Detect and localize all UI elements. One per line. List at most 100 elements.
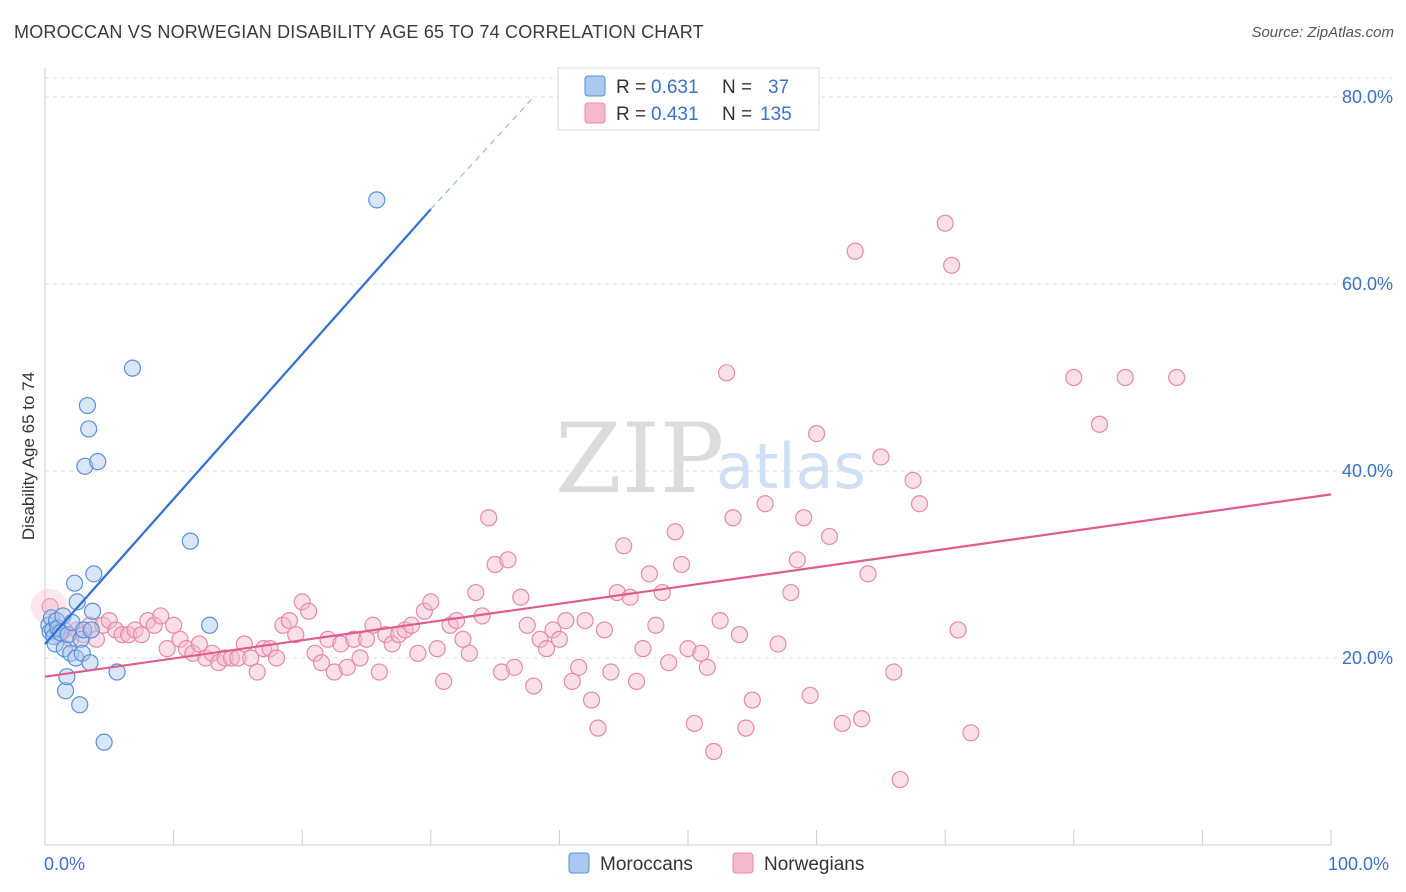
series-norwegians-point-86 [595,621,614,639]
series-norwegians-point-117 [820,527,839,546]
series-norwegians-point-94 [647,616,665,634]
series-norwegians-point-100 [685,714,704,733]
series-moroccans-point-12 [58,668,76,686]
y-tick-label-60: 60.0% [1342,274,1393,294]
trend-lines [44,96,1332,678]
legend-r-value-2: 0.431 [651,104,699,125]
bottom-legend-swatch-norwegians [732,852,754,874]
series-norwegians-point-128 [943,256,961,274]
series-norwegians-point-98 [672,555,691,574]
series-moroccans-point-18 [68,593,86,611]
series-norwegians-point-95 [653,583,671,602]
series-norwegians-point-101 [692,644,710,662]
series-moroccans [40,191,386,751]
series-norwegians-point-119 [846,242,864,260]
series-norwegians-point-63 [447,611,466,630]
series-norwegians-point-103 [705,742,723,761]
series-norwegians-point-124 [891,770,909,789]
legend-r-label-1: R = [616,77,646,98]
series-norwegians-point-85 [589,719,607,737]
series-norwegians-point-123 [885,663,903,681]
legend-r-label-2: R = [616,104,646,125]
legend-r-value-1: 0.631 [651,77,699,98]
series-norwegians-point-35 [267,649,286,667]
series-norwegians-point-131 [1065,368,1083,387]
series-norwegians-point-113 [788,551,806,569]
series-norwegians-point-133 [1116,368,1134,387]
series-norwegians-point-115 [801,686,819,705]
series-norwegians-point-39 [293,593,311,611]
series-norwegians-point-109 [743,691,761,709]
series-norwegians-point-58 [415,602,433,620]
series-norwegians-point-14 [132,626,151,644]
series-moroccans-point-27 [82,621,100,639]
series-norwegians-point-47 [345,630,363,648]
series-norwegians-point-61 [435,672,453,690]
legend-n-label-2: N = [722,104,752,125]
series-moroccans-point-11 [56,682,75,700]
series-norwegians-point-96 [660,654,678,672]
series-norwegians-point-106 [724,509,742,527]
series-norwegians-point-18 [158,640,176,658]
series-moroccans-point-16 [65,574,84,592]
series-norwegians-point-132 [1090,415,1109,433]
chart-title: MOROCCAN VS NORWEGIAN DISABILITY AGE 65 … [14,22,704,42]
series-moroccans-point-24 [78,396,97,415]
series-norwegians-point-104 [711,611,729,630]
series-norwegians-point-78 [544,621,562,639]
series-norwegians-point-44 [325,663,343,681]
grid-lines [45,77,1392,659]
y-tick-label-20: 20.0% [1342,648,1393,668]
series-norwegians-point-11 [113,626,131,644]
series-norwegians-point-122 [872,448,890,466]
series-norwegians-cluster [30,588,67,625]
watermark-zip: ZIP [555,403,724,515]
series-norwegians-point-46 [338,658,356,676]
series-norwegians-point-129 [949,621,967,639]
series-norwegians-point-37 [280,611,298,630]
series-norwegians-point-60 [428,640,446,658]
series-norwegians-point-97 [666,523,684,541]
series-moroccans-point-30 [89,453,107,471]
series-norwegians-point-108 [737,719,755,737]
legend-swatch-norwegians [584,102,606,124]
series-norwegians-point-127 [936,214,954,232]
series-norwegians-point-9 [100,611,118,630]
bottom-legend-label-moroccans: Moroccans [600,854,693,875]
series-norwegians-point-82 [570,658,588,676]
x-tick-label-min: 0.0% [44,854,85,874]
y-axis-label: Disability Age 65 to 74 [19,372,38,540]
series-norwegians-point-107 [730,626,749,644]
series-norwegians-point-57 [409,644,427,662]
series-moroccans-point-29 [85,565,103,583]
series-norwegians-point-53 [383,635,401,653]
legend-swatch-moroccans [584,75,606,97]
bottom-legend-swatch-moroccans [568,852,590,874]
bottom-legend-label-norwegians: Norwegians [764,854,864,875]
series-moroccans-point-26 [81,654,99,672]
trend-line-norwegians [44,493,1332,678]
watermark-atlas: atlas [716,430,866,503]
series-norwegians-point-17 [152,607,170,625]
series-moroccans-point-23 [76,457,94,475]
series-norwegians-point-83 [576,611,594,630]
series-norwegians-point-105 [717,364,736,382]
series-norwegians-point-42 [312,654,331,672]
series-moroccans-point-31 [95,733,113,751]
series-norwegians-point-32 [248,663,266,681]
series-norwegians-point-111 [769,635,787,653]
series-norwegians-point-64 [454,630,472,648]
series-legend: Moroccans Norwegians [568,852,864,875]
y-tick-label-80: 80.0% [1342,87,1393,107]
series-norwegians-point-112 [782,583,800,602]
series-norwegians-point-20 [171,630,189,648]
y-axis-tick-labels: 20.0% 40.0% 60.0% 80.0% [1342,87,1393,668]
series-norwegians-point-16 [145,616,163,634]
series-norwegians-point-118 [833,714,851,733]
series-norwegians-point-80 [557,611,575,630]
series-norwegians-point-68 [480,509,498,527]
series-norwegians-point-23 [190,635,208,653]
series-norwegians-point-79 [550,630,569,648]
series-norwegians-point-69 [486,555,504,574]
series-norwegians-point-19 [165,616,183,634]
